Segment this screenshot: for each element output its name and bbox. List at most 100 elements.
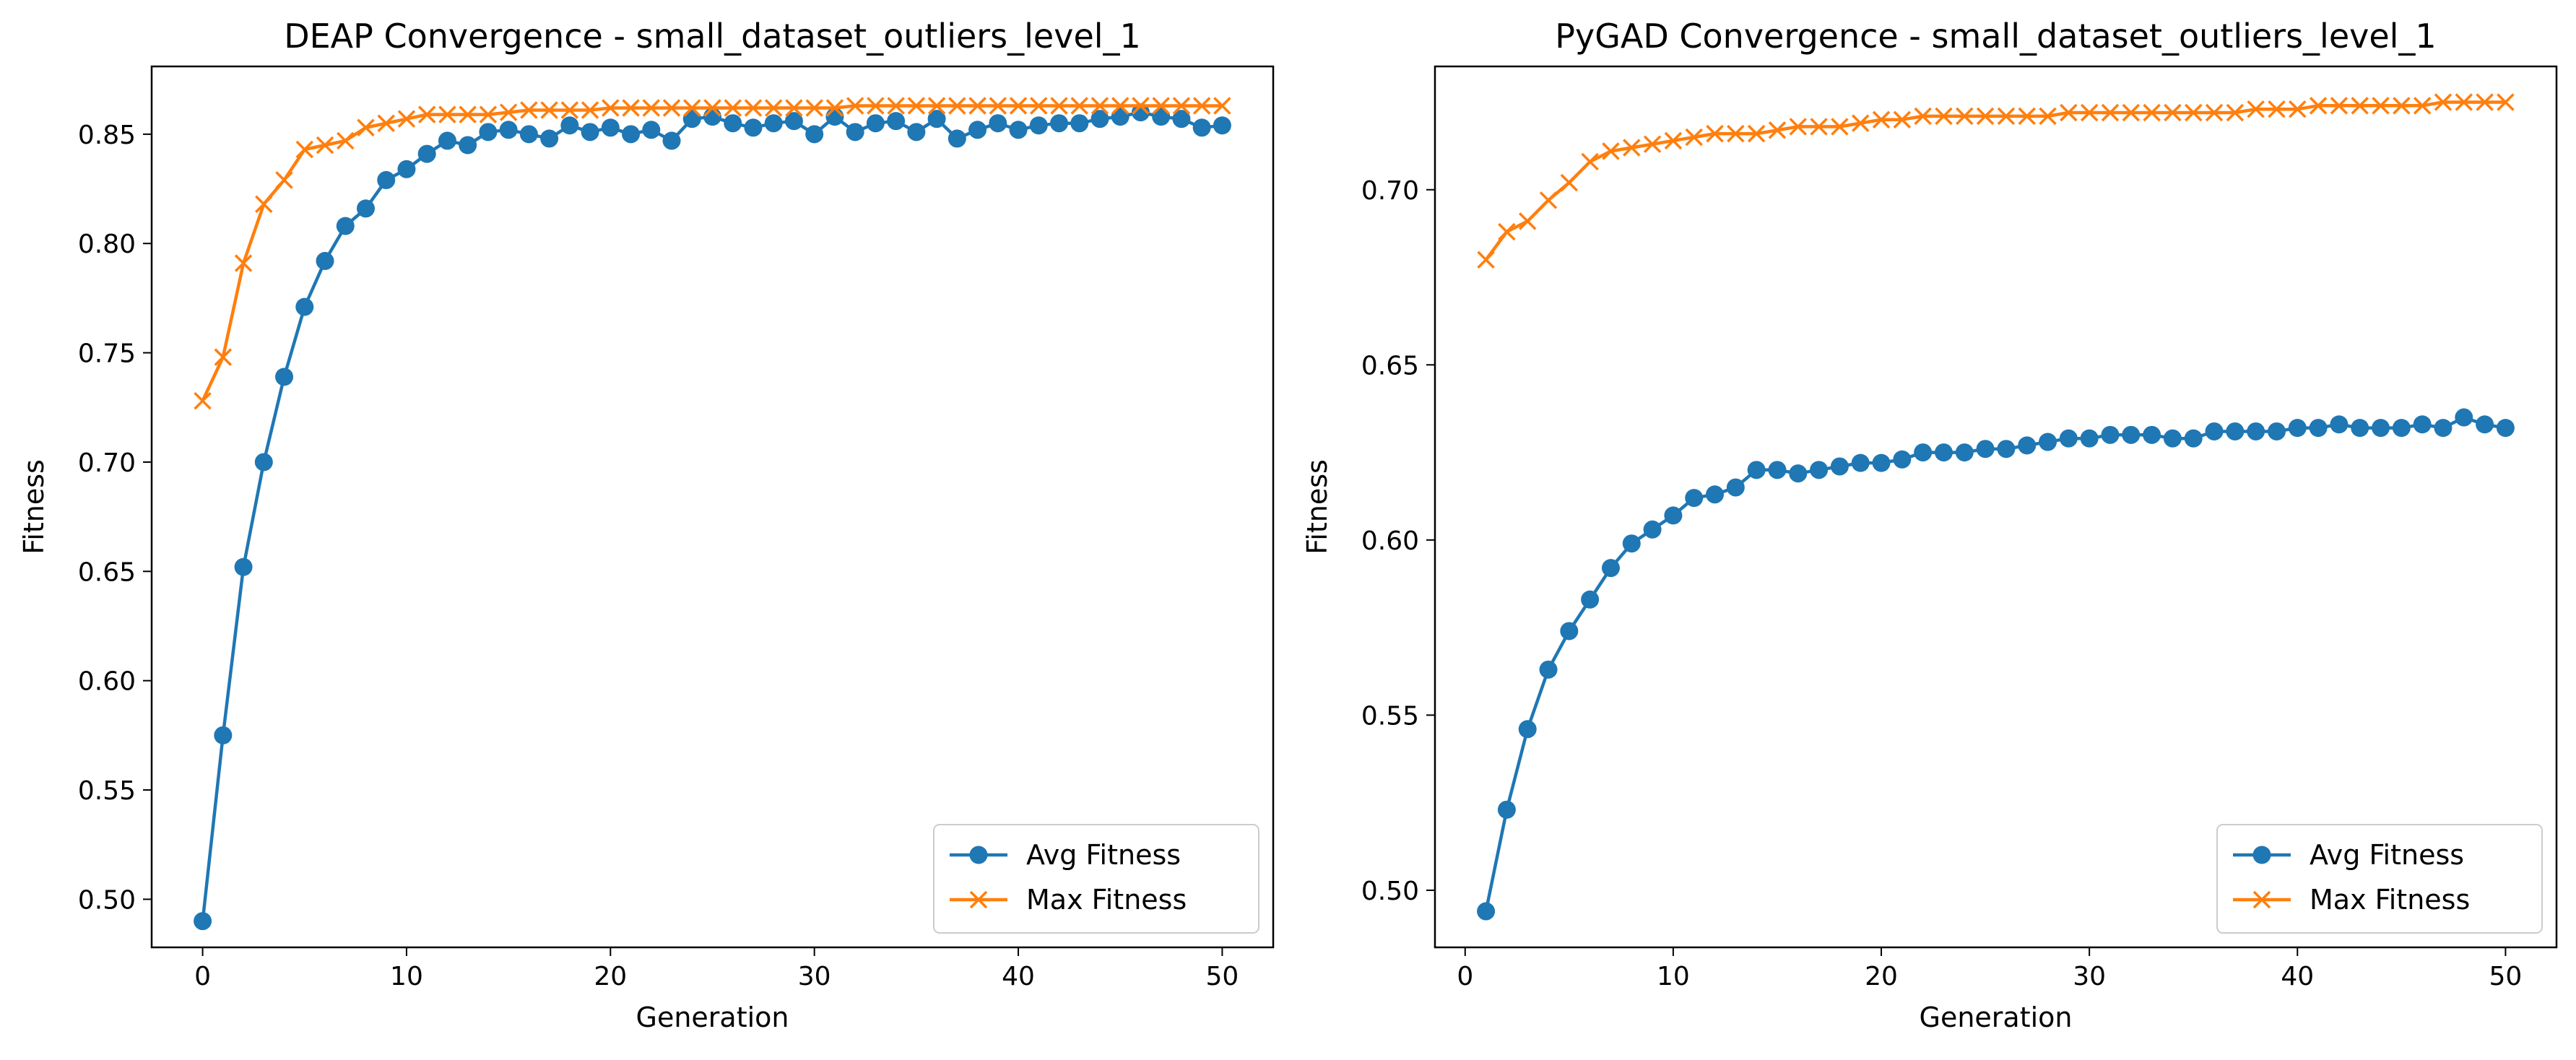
data-point <box>1914 107 1932 126</box>
data-point <box>499 103 518 121</box>
data-point <box>234 254 253 272</box>
data-point <box>438 131 456 150</box>
data-point <box>1768 121 1787 139</box>
data-point <box>214 348 233 366</box>
data-point <box>1956 107 1974 126</box>
y-tick-label: 0.55 <box>1361 701 1419 731</box>
data-point <box>1477 251 1495 269</box>
data-point <box>255 195 273 213</box>
data-point <box>560 116 579 135</box>
data-point <box>2163 429 2182 448</box>
data-point <box>2330 97 2349 115</box>
data-point <box>1050 97 1068 115</box>
data-point <box>968 121 987 139</box>
data-point <box>2059 429 2078 448</box>
data-point <box>2496 419 2515 438</box>
data-point <box>1727 124 1745 143</box>
x-tick-label: 20 <box>594 962 627 991</box>
data-point <box>1029 116 1048 135</box>
y-tick-label: 0.50 <box>1361 877 1419 906</box>
x-axis-label: Generation <box>1920 1002 2073 1033</box>
data-point <box>1192 97 1211 115</box>
x-tick-label: 40 <box>2281 962 2314 991</box>
data-point <box>1560 622 1579 640</box>
y-tick-label: 0.50 <box>78 885 136 915</box>
data-point <box>1893 110 1912 129</box>
data-point <box>683 99 701 117</box>
x-tick-label: 40 <box>1002 962 1035 991</box>
data-point <box>1030 97 1048 115</box>
data-point <box>417 105 436 123</box>
data-point <box>2288 419 2307 438</box>
data-point <box>682 110 701 129</box>
data-point <box>1601 559 1620 578</box>
data-point <box>907 123 926 142</box>
data-point <box>1789 464 1808 483</box>
data-point <box>2101 425 2120 444</box>
legend-item: Avg Fitness <box>2233 839 2464 871</box>
data-point <box>1172 97 1191 115</box>
legend: Avg Fitness Max Fitness <box>2216 824 2543 934</box>
data-point <box>662 131 681 150</box>
data-point <box>1192 118 1211 137</box>
data-point <box>1789 118 1808 136</box>
data-point <box>540 101 558 119</box>
data-point <box>947 129 966 148</box>
data-point <box>846 97 864 115</box>
data-point <box>784 112 803 131</box>
data-point <box>540 129 559 148</box>
series-max-fitness <box>1477 93 2515 269</box>
data-point <box>295 140 314 159</box>
chart-title: PyGAD Convergence - small_dataset_outlie… <box>1555 17 2436 56</box>
legend-marker <box>969 846 988 864</box>
data-point <box>622 99 640 117</box>
data-point <box>2247 422 2265 440</box>
data-point <box>397 110 416 128</box>
data-point <box>316 136 334 155</box>
data-point <box>1893 450 1912 469</box>
data-point <box>1976 440 1995 459</box>
data-point <box>1009 121 1028 139</box>
data-point <box>2018 436 2037 455</box>
data-point <box>1602 142 1620 160</box>
series-avg-fitness <box>1477 408 2515 921</box>
data-point <box>254 453 273 472</box>
data-point <box>1726 478 1745 497</box>
data-point <box>2143 425 2161 444</box>
y-axis-label: Fitness <box>1301 459 1333 555</box>
y-tick-label: 0.65 <box>1361 351 1419 381</box>
data-point <box>337 131 355 150</box>
data-point <box>2392 419 2411 438</box>
data-point <box>1935 107 1953 126</box>
data-point <box>1747 461 1766 479</box>
data-point <box>2497 93 2515 111</box>
data-point <box>377 114 395 132</box>
data-point <box>2476 93 2494 111</box>
legend-item: Max Fitness <box>2233 884 2470 916</box>
legend-item: Max Fitness <box>950 884 1187 916</box>
data-point <box>2309 97 2328 115</box>
data-point <box>642 121 661 139</box>
data-point <box>1152 108 1171 126</box>
data-point <box>764 114 783 133</box>
data-point <box>2184 429 2203 448</box>
plot-frame <box>150 65 1275 949</box>
data-point <box>1851 453 1870 472</box>
data-point <box>703 108 721 126</box>
chart-title: DEAP Convergence - small_dataset_outlier… <box>284 17 1141 56</box>
series-line <box>201 104 1223 402</box>
data-point <box>2080 103 2099 122</box>
data-point <box>357 118 375 137</box>
legend-label: Avg Fitness <box>1026 839 1181 871</box>
data-point <box>1539 191 1558 209</box>
data-point <box>887 97 905 115</box>
x-tick-label: 0 <box>1457 962 1473 991</box>
data-point <box>1090 110 1109 129</box>
x-axis-label: Generation <box>636 1002 789 1033</box>
legend-item: Avg Fitness <box>950 839 1181 871</box>
data-point <box>2143 103 2161 122</box>
data-point <box>2455 93 2473 111</box>
data-point <box>2413 415 2432 434</box>
data-point <box>1706 485 1725 504</box>
data-point <box>1050 114 1069 133</box>
